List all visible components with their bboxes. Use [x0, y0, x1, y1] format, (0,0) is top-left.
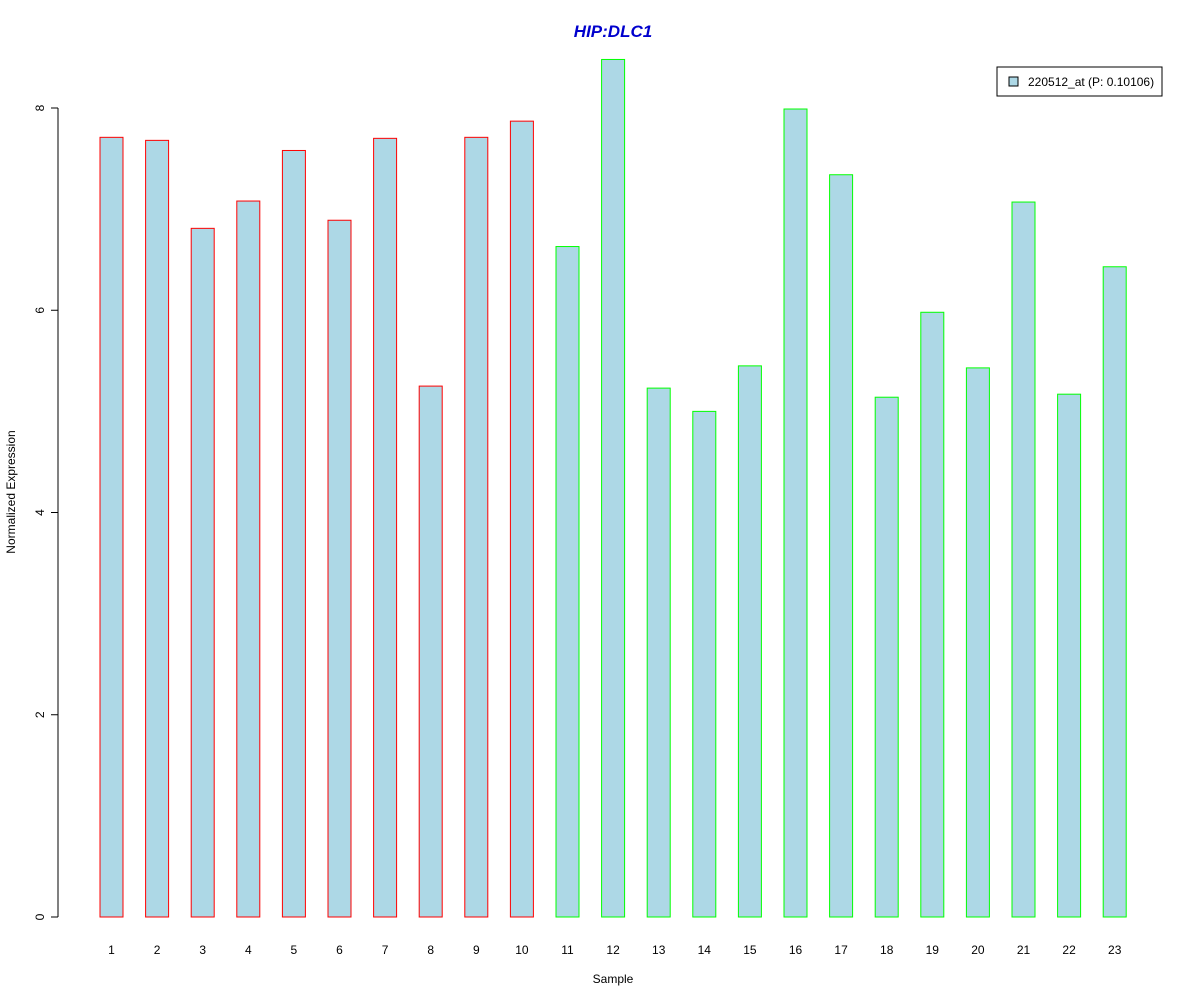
bar-sample-20	[965, 367, 990, 918]
x-tick-label: 1	[108, 943, 115, 957]
y-tick-label: 4	[33, 509, 47, 516]
bar-sample-6	[327, 219, 352, 918]
x-axis-label: Sample	[593, 972, 634, 986]
bar-sample-21	[1011, 201, 1036, 918]
legend-box	[996, 66, 1163, 97]
bar-sample-16	[783, 108, 808, 918]
bar-sample-1	[99, 136, 124, 918]
x-tick-label: 20	[971, 943, 985, 957]
y-tick-label: 8	[33, 104, 47, 111]
x-tick-label: 7	[382, 943, 389, 957]
legend: 220512_at (P: 0.10106)	[996, 66, 1163, 97]
chart-title: HIP:DLC1	[574, 22, 652, 41]
x-tick-label: 8	[427, 943, 434, 957]
x-tick-label: 16	[789, 943, 803, 957]
bar-sample-11	[555, 246, 580, 918]
bar-sample-9	[464, 136, 489, 918]
x-axis-tick-labels: 1 2 3 4 5 6 7 8 9 10 11 12 13 14 15 16 17 18 19 20 21 22 23	[108, 943, 1122, 957]
bar-sample-15	[737, 365, 762, 918]
bars-group	[99, 58, 1127, 918]
x-tick-label: 22	[1062, 943, 1076, 957]
bar-sample-2	[145, 139, 170, 918]
x-tick-label: 4	[245, 943, 252, 957]
x-tick-label: 3	[199, 943, 206, 957]
x-tick-label: 5	[291, 943, 298, 957]
bar-sample-17	[829, 174, 854, 918]
y-tick-label: 0	[33, 913, 47, 920]
bar-sample-23	[1102, 266, 1127, 918]
x-tick-label: 12	[606, 943, 620, 957]
legend-entry-label: 220512_at (P: 0.10106)	[1028, 75, 1154, 89]
bar-sample-13	[646, 387, 671, 918]
y-axis-label: Normalized Expression	[4, 430, 18, 553]
y-tick-label: 2	[33, 711, 47, 718]
bar-sample-10	[509, 120, 534, 918]
legend-swatch	[1008, 76, 1019, 87]
x-tick-label: 13	[652, 943, 666, 957]
x-tick-label: 23	[1108, 943, 1122, 957]
y-tick-label: 6	[33, 307, 47, 314]
bar-sample-22	[1057, 393, 1082, 918]
bar-sample-12	[601, 58, 626, 918]
x-tick-label: 10	[515, 943, 529, 957]
bar-sample-3	[190, 227, 215, 918]
bar-sample-5	[281, 149, 306, 918]
y-axis-ticks: 0 2 4 6 8	[33, 104, 58, 920]
x-tick-label: 14	[698, 943, 712, 957]
bar-sample-14	[692, 410, 717, 918]
x-tick-label: 11	[561, 943, 574, 957]
bar-sample-7	[373, 137, 398, 918]
bar-sample-19	[920, 311, 945, 918]
x-tick-label: 17	[834, 943, 848, 957]
bar-sample-8	[418, 385, 443, 918]
x-tick-label: 21	[1017, 943, 1031, 957]
x-tick-label: 2	[154, 943, 161, 957]
x-tick-label: 15	[743, 943, 757, 957]
x-tick-label: 6	[336, 943, 343, 957]
x-tick-label: 9	[473, 943, 480, 957]
x-tick-label: 19	[926, 943, 940, 957]
bar-sample-4	[236, 200, 261, 918]
bar-sample-18	[874, 396, 899, 918]
x-tick-label: 18	[880, 943, 894, 957]
